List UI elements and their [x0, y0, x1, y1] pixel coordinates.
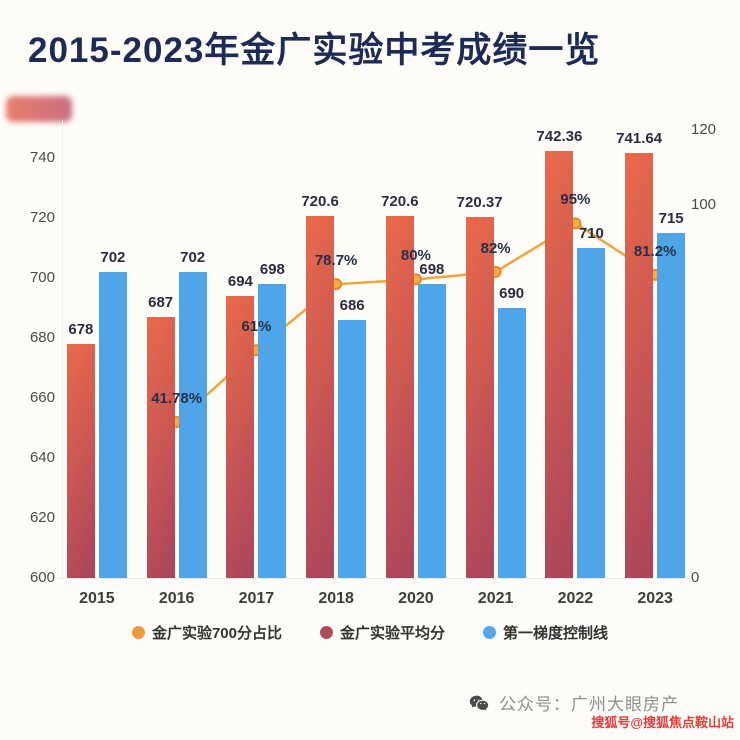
- y-axis-left-tick-740: 740: [29, 149, 55, 166]
- legend-dot-control-line-icon: [483, 626, 497, 639]
- bar-average-score-2017: [226, 296, 255, 578]
- bar-control-line-label-2021: 690: [499, 285, 525, 302]
- y-axis-left-tick-640: 640: [29, 449, 55, 466]
- legend-dot-percentage-icon: [131, 626, 145, 639]
- footer: 公众号：广州大眼房产: [468, 690, 679, 715]
- y-axis-left-tick-680: 680: [29, 329, 55, 346]
- bar-control-line-2021: [497, 308, 526, 578]
- y-axis-left-tick-720: 720: [29, 209, 55, 226]
- y-axis-right-tick-120: 120: [691, 121, 717, 138]
- bar-control-line-label-2017: 698: [259, 261, 285, 278]
- bar-average-score-2015: [66, 344, 95, 578]
- y-axis-right-tick-0: 0: [691, 569, 700, 586]
- x-axis-line: [57, 578, 695, 579]
- account-name: 公众号：广州大眼房产: [499, 695, 679, 714]
- wechat-icon: [468, 692, 490, 714]
- bar-control-line-2018: [338, 320, 367, 578]
- percentage-label-2020: 80%: [400, 247, 431, 265]
- y-axis-left-tick-660: 660: [29, 389, 55, 406]
- bar-control-line-2017: [258, 284, 287, 578]
- legend-dot-average-score-icon: [320, 626, 333, 639]
- legend-item-control-line[interactable]: 第一梯度控制线: [483, 622, 608, 643]
- bar-average-score-label-2020: 720.6: [381, 193, 419, 211]
- legend-label-average-score: 金广实验平均分: [340, 625, 446, 642]
- bar-control-line-label-2022: 710: [578, 225, 604, 242]
- x-axis-category-2022: 2022: [557, 590, 594, 607]
- bar-average-score-label-2023: 741.64: [616, 130, 663, 148]
- bar-control-line-2015: [98, 272, 127, 578]
- x-axis-category-2023: 2023: [637, 590, 673, 607]
- bar-control-line-2023: [657, 233, 686, 578]
- bar-average-score-label-2016: 687: [148, 294, 174, 311]
- legend-label-percentage: 金广实验700分占比: [151, 625, 282, 642]
- bar-average-score-2023: [625, 153, 654, 578]
- y-axis-left-tick-600: 600: [29, 569, 55, 586]
- bar-control-line-label-2018: 686: [339, 297, 365, 314]
- bar-control-line-label-2020: 698: [419, 261, 445, 278]
- percentage-label-2022: 95%: [560, 191, 591, 209]
- percentage-label-2017: 61%: [241, 318, 272, 336]
- bar-control-line-label-2016: 702: [180, 249, 206, 266]
- bar-average-score-2016: [146, 317, 175, 578]
- bar-control-line-label-2015: 702: [100, 249, 126, 266]
- bar-average-score-label-2018: 720.6: [301, 193, 339, 211]
- y-axis-line: [62, 120, 63, 578]
- bar-average-score-2018: [306, 216, 335, 578]
- legend-label-control-line: 第一梯度控制线: [503, 625, 609, 642]
- bar-control-line-label-2023: 715: [658, 210, 684, 227]
- decorative-red-smudge: [6, 96, 72, 122]
- x-axis-category-2017: 2017: [238, 590, 275, 607]
- y-axis-right-tick-100: 100: [691, 195, 717, 213]
- percentage-label-2021: 82%: [480, 239, 511, 257]
- bar-average-score-2020: [385, 216, 414, 578]
- chart-legend: 金广实验700分占比 金广实验平均分 第一梯度控制线: [0, 622, 740, 643]
- bar-control-line-2020: [417, 284, 446, 578]
- x-axis-category-2016: 2016: [158, 590, 195, 607]
- legend-item-average-score[interactable]: 金广实验平均分: [320, 622, 445, 643]
- bar-average-score-label-2021: 720.37: [456, 193, 503, 211]
- y-axis-left-tick-700: 700: [29, 269, 55, 286]
- bar-average-score-2021: [465, 216, 494, 578]
- bar-average-score-label-2022: 742.36: [536, 127, 583, 145]
- bar-control-line-2022: [577, 248, 606, 578]
- percentage-label-2016: 41.78%: [151, 390, 203, 408]
- watermark: 搜狐号@搜狐焦点鞍山站: [591, 715, 734, 730]
- legend-item-percentage[interactable]: 金广实验700分占比: [131, 622, 282, 643]
- page-title: 2015-2023年金广实验中考成绩一览: [28, 31, 601, 70]
- x-axis-category-2015: 2015: [79, 590, 115, 607]
- percentage-label-2023: 81.2%: [633, 242, 677, 260]
- x-axis-category-2021: 2021: [477, 590, 514, 607]
- bar-control-line-2016: [178, 272, 207, 578]
- bar-average-score-label-2015: 678: [68, 321, 94, 338]
- x-axis-category-2018: 2018: [318, 590, 354, 607]
- y-axis-left-tick-620: 620: [29, 509, 55, 526]
- percentage-label-2018: 78.7%: [314, 252, 358, 270]
- bar-average-score-label-2017: 694: [227, 273, 253, 290]
- bar-average-score-2022: [545, 150, 574, 578]
- x-axis-category-2020: 2020: [398, 590, 434, 607]
